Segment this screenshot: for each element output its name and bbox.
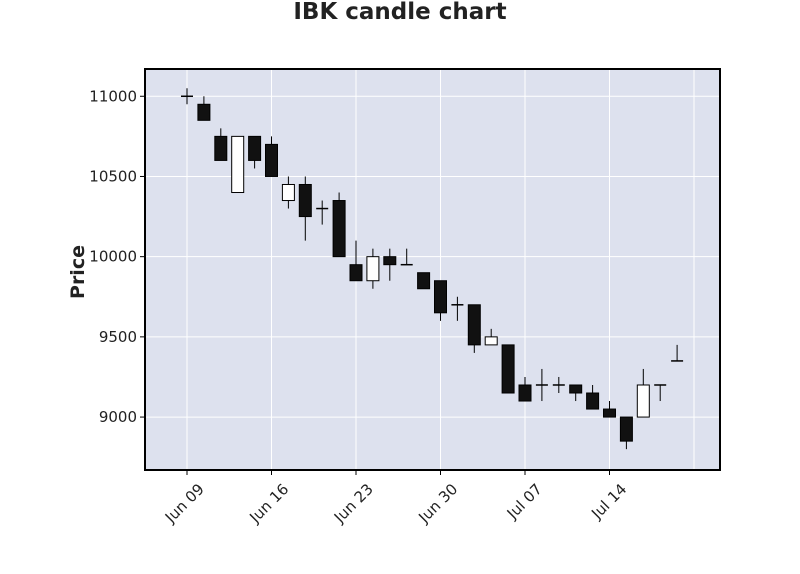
candle [332, 192, 346, 258]
candle-body [349, 264, 363, 282]
x-tick-label: Jun 16 [245, 480, 292, 527]
y-tick-label: 11000 [89, 87, 137, 105]
candle-body [518, 384, 532, 402]
candle-body [231, 135, 245, 194]
candle [231, 135, 245, 194]
candle [603, 401, 616, 418]
candle [501, 344, 515, 394]
candle [586, 384, 600, 410]
candle [518, 376, 532, 402]
candle-body [467, 304, 481, 346]
candle [281, 176, 295, 209]
candle-body [332, 200, 346, 258]
candle-body [265, 143, 278, 177]
candle [181, 88, 193, 105]
candle-body [298, 183, 312, 218]
candle-body [586, 392, 600, 410]
candle [248, 135, 262, 169]
candle [535, 368, 548, 402]
candle [636, 368, 650, 418]
candle [654, 384, 667, 402]
candle-body [501, 344, 515, 394]
y-tick-label: 9500 [99, 328, 137, 346]
candle [569, 384, 583, 402]
candle-body [197, 103, 211, 121]
candle-body [281, 183, 295, 202]
y-tick-label: 9000 [99, 408, 137, 426]
x-tick-label: Jun 23 [330, 480, 377, 527]
candle [298, 176, 312, 241]
y-tick-label: 10000 [89, 248, 137, 266]
candle-body [603, 408, 616, 418]
y-axis-ticks: 9000 9500 10000 10500 11000 [89, 87, 145, 426]
candle-body [569, 384, 583, 394]
candle [671, 344, 684, 362]
x-tick-label: Jun 30 [414, 480, 461, 527]
candle-body [636, 384, 650, 418]
candle-body [248, 135, 262, 161]
candle [434, 280, 447, 321]
candle [349, 240, 363, 282]
candle [197, 96, 211, 121]
y-tick-label: 10500 [89, 167, 137, 185]
candle-body [434, 280, 447, 314]
candle [316, 200, 329, 225]
candle [484, 328, 498, 346]
candle [467, 304, 481, 353]
candle [552, 376, 565, 394]
x-tick-label: Jul 07 [503, 480, 546, 523]
candle [366, 248, 380, 289]
candle [383, 248, 397, 281]
candle-body [619, 416, 633, 442]
y-axis-label: Price [67, 245, 89, 299]
plot-area [145, 69, 720, 470]
candle [265, 136, 278, 177]
candle-body [417, 272, 431, 290]
candle-body [484, 336, 498, 346]
x-tick-label: Jun 09 [161, 480, 208, 527]
candle [400, 248, 413, 266]
x-axis-ticks: Jun 09 Jun 16 Jun 23 Jun 30 Jul 07 Jul 14 [161, 470, 630, 527]
candle [214, 128, 228, 161]
x-tick-label: Jul 14 [587, 480, 630, 523]
plot-frame [144, 68, 721, 471]
candle [619, 416, 633, 450]
candle [417, 272, 431, 290]
candle-body [214, 135, 228, 161]
candle [451, 296, 464, 321]
candle-body [383, 256, 397, 266]
candles [181, 88, 684, 450]
chart-title: IBK candle chart [293, 0, 506, 25]
candle-body [366, 256, 380, 282]
